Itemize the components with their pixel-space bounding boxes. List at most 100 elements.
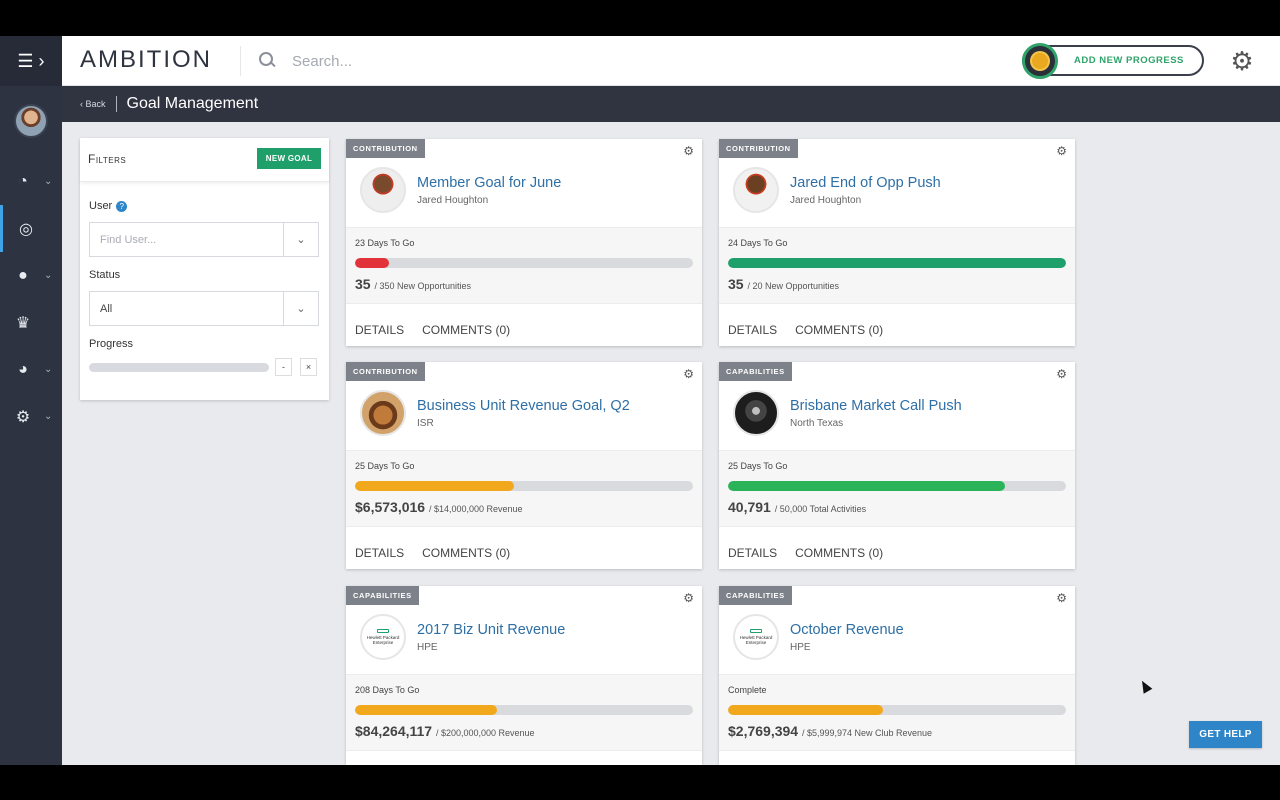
status-select[interactable]: All ⌄ [89, 291, 319, 326]
status-label: Status [89, 269, 121, 281]
details-link[interactable]: DETAILS [355, 546, 405, 560]
chevron-down-icon: ⌄ [44, 364, 53, 375]
progress-minus-button[interactable]: - [275, 358, 292, 376]
nav-dashboard[interactable]: ◔ ⌄ [0, 158, 62, 205]
goal-type-tag: CAPABILITIES [346, 586, 419, 605]
goal-title[interactable]: Member Goal for June [417, 175, 562, 191]
get-help-button[interactable]: GET HELP [1189, 721, 1262, 748]
chevron-down-icon[interactable]: ⌄ [283, 292, 318, 325]
comments-link[interactable]: COMMENTS (0) [795, 546, 884, 560]
progress-bar [728, 258, 1066, 268]
goal-card[interactable]: CAPABILITIES ⚙ Brisbane Market Call Push No… [719, 362, 1075, 569]
search-bar [240, 46, 542, 76]
chevron-down-icon: ⌄ [44, 411, 53, 422]
goal-avatar: Hewlett Packard Enterprise [360, 614, 406, 660]
gear-icon[interactable]: ⚙ [1056, 591, 1067, 605]
goal-avatar [733, 167, 779, 213]
goal-metric: 40,791 / 50,000 Total Activities [728, 499, 866, 515]
goal-card[interactable]: CAPABILITIES ⚙ Hewlett Packard Enterprise 2… [346, 586, 702, 765]
goal-title[interactable]: Brisbane Market Call Push [790, 398, 962, 414]
days-to-go: 208 Days To Go [355, 685, 420, 695]
app-logo[interactable]: AMBITION [80, 46, 213, 73]
user-label: User [89, 200, 113, 212]
goal-progress-section: Complete $2,769,394 / $5,999,974 New Club… [719, 674, 1075, 751]
help-icon[interactable]: ? [116, 200, 128, 212]
details-link[interactable]: DETAILS [728, 323, 778, 337]
progress-bar [355, 258, 693, 268]
back-link[interactable]: ‹ Back [80, 99, 106, 109]
filters-panel: Filters NEW GOAL User? Find User... ⌄ St… [80, 138, 329, 400]
goal-current-value: $2,769,394 [728, 723, 799, 739]
goal-type-tag: CONTRIBUTION [346, 139, 425, 158]
days-to-go: 25 Days To Go [355, 461, 415, 471]
page-header: ‹ Back Goal Management [62, 86, 1280, 122]
user-filter-label: User? [89, 200, 128, 212]
gear-icon[interactable]: ⚙ [1056, 144, 1067, 158]
chevron-down-icon[interactable]: ⌄ [283, 223, 318, 256]
menu-toggle[interactable]: ☰ › [0, 36, 62, 86]
hpe-logo-text: Hewlett Packard Enterprise [366, 635, 400, 645]
user-select[interactable]: Find User... ⌄ [89, 222, 319, 257]
chevron-down-icon: ⌄ [44, 270, 53, 281]
goal-title[interactable]: Jared End of Opp Push [790, 175, 941, 191]
goal-card-footer: DETAILS COMMENTS (0) [346, 315, 702, 345]
badge-icon [1022, 43, 1058, 79]
goal-type-tag: CONTRIBUTION [719, 139, 798, 158]
goal-progress-section: 208 Days To Go $84,264,117 / $200,000,000… [346, 674, 702, 751]
goal-type-tag: CAPABILITIES [719, 586, 792, 605]
gear-icon[interactable]: ⚙ [683, 591, 694, 605]
goal-card[interactable]: CONTRIBUTION ⚙ Member Goal for June Jared H… [346, 139, 702, 346]
details-link[interactable]: DETAILS [728, 546, 778, 560]
goal-card[interactable]: CONTRIBUTION ⚙ Jared End of Opp Push Jared … [719, 139, 1075, 346]
progress-slider[interactable] [89, 363, 269, 372]
goal-owner: ISR [417, 418, 434, 429]
comments-link[interactable]: COMMENTS (0) [795, 323, 884, 337]
goal-card[interactable]: CONTRIBUTION ⚙ Business Unit Revenue Goal,… [346, 362, 702, 569]
goal-current-value: 35 [355, 276, 371, 292]
nav-achievements[interactable]: ♛ [0, 299, 62, 346]
comments-link[interactable]: COMMENTS (0) [422, 323, 511, 337]
goal-card-footer: DETAILS COMMENTS (0) [346, 538, 702, 568]
menu-icon: ☰ › [17, 50, 45, 71]
goal-card[interactable]: CAPABILITIES ⚙ Hewlett Packard Enterprise O… [719, 586, 1075, 765]
progress-bar [355, 481, 693, 491]
progress-bar [728, 705, 1066, 715]
gear-icon[interactable]: ⚙ [683, 144, 694, 158]
progress-label: Progress [89, 338, 134, 350]
goal-target: / $200,000,000 Revenue [435, 728, 535, 738]
new-goal-button[interactable]: NEW GOAL [257, 148, 321, 169]
goal-title[interactable]: Business Unit Revenue Goal, Q2 [417, 398, 630, 414]
settings-icon[interactable]: ⚙ [1230, 46, 1254, 76]
nav-teams[interactable]: ● ⌄ [0, 252, 62, 299]
goal-target: / $5,999,974 New Club Revenue [801, 728, 933, 738]
goal-owner: HPE [417, 642, 438, 653]
add-new-progress-button[interactable]: ADD NEW PROGRESS [1022, 43, 1204, 79]
gear-icon[interactable]: ⚙ [683, 367, 694, 381]
comments-link[interactable]: COMMENTS (0) [422, 546, 511, 560]
letterbox-top [0, 0, 1280, 36]
nav-settings[interactable]: ⚙ ⌄ [0, 393, 62, 440]
top-bar: AMBITION ADD NEW PROGRESS ⚙ [62, 36, 1280, 86]
hpe-logo-mark [377, 629, 389, 633]
goal-title[interactable]: 2017 Biz Unit Revenue [417, 622, 566, 638]
search-input[interactable] [292, 52, 542, 70]
app-frame: ☰ › ◔ ⌄ ◎ ● ⌄ ♛ ◕ ⌄ ⚙ ⌄ AMBITION [0, 36, 1280, 765]
goal-owner: Jared Houghton [790, 195, 862, 206]
target-icon: ◎ [19, 220, 33, 238]
goal-target: / 20 New Opportunities [747, 281, 840, 291]
hpe-logo-text: Hewlett Packard Enterprise [739, 635, 773, 645]
gear-icon[interactable]: ⚙ [1056, 367, 1067, 381]
details-link[interactable]: DETAILS [355, 323, 405, 337]
hpe-logo-mark [750, 629, 762, 633]
nav-reports[interactable]: ◕ ⌄ [0, 346, 62, 393]
user-avatar[interactable] [14, 104, 48, 138]
goal-title[interactable]: October Revenue [790, 622, 904, 638]
progress-bar-fill [728, 705, 884, 715]
goal-avatar [360, 390, 406, 436]
progress-clear-button[interactable]: × [300, 358, 317, 376]
page-title: Goal Management [126, 95, 259, 112]
goal-avatar: Hewlett Packard Enterprise [733, 614, 779, 660]
progress-bar-fill [355, 705, 497, 715]
nav-goals[interactable]: ◎ [0, 205, 62, 252]
goal-current-value: $6,573,016 [355, 499, 426, 515]
